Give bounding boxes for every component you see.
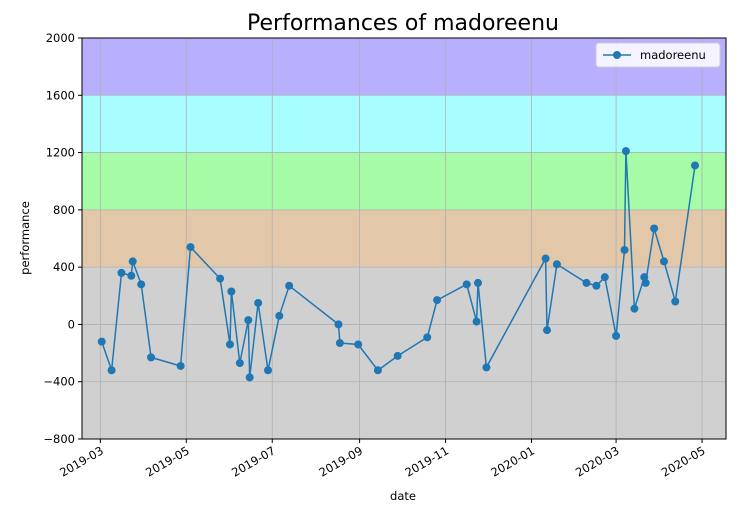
data-point-35 xyxy=(600,273,609,282)
data-point-41 xyxy=(641,278,650,287)
y-tick-label-1: −400 xyxy=(43,375,75,389)
data-point-19 xyxy=(334,320,343,329)
data-point-8 xyxy=(186,243,195,252)
y-axis-label: performance xyxy=(18,201,32,275)
legend-marker-swatch xyxy=(613,51,621,59)
x-tick-label-2: 2019-07 xyxy=(229,443,278,479)
data-point-28 xyxy=(473,278,482,287)
data-point-45 xyxy=(690,161,699,170)
x-tick-label-6: 2020-03 xyxy=(573,443,622,479)
data-point-20 xyxy=(335,339,344,348)
data-point-10 xyxy=(225,340,234,349)
data-point-5 xyxy=(137,280,146,289)
data-point-34 xyxy=(592,281,601,290)
data-point-3 xyxy=(127,271,136,280)
data-point-30 xyxy=(541,254,550,263)
data-point-0 xyxy=(97,337,106,346)
data-point-11 xyxy=(227,287,236,296)
series-line xyxy=(100,150,696,379)
data-point-25 xyxy=(433,296,442,305)
data-point-6 xyxy=(147,353,156,362)
data-point-42 xyxy=(650,224,659,233)
data-point-43 xyxy=(659,257,668,266)
series-line-0 xyxy=(100,150,696,379)
chart-title: Performances of madoreenu xyxy=(247,11,559,36)
legend-box xyxy=(595,42,721,68)
data-point-39 xyxy=(630,304,639,313)
y-tick-label-7: 2000 xyxy=(46,31,75,45)
data-point-36 xyxy=(612,331,621,340)
x-tick-label-4: 2019-11 xyxy=(402,443,451,479)
y-tick-label-0: −800 xyxy=(43,432,75,446)
legend-label: madoreenu xyxy=(640,48,706,62)
data-point-29 xyxy=(482,363,491,372)
x-tick-label-3: 2019-09 xyxy=(316,443,365,479)
data-point-21 xyxy=(354,340,363,349)
x-tick-label-0: 2019-03 xyxy=(57,443,106,479)
x-axis: 2019-03 2019-05 2019-07 2019-09 2019-11 2020-… xyxy=(57,439,708,480)
data-point-4 xyxy=(128,257,137,266)
data-point-26 xyxy=(462,280,471,289)
y-tick-label-2: 0 xyxy=(68,317,75,331)
data-point-27 xyxy=(472,317,481,326)
y-tick-label-4: 800 xyxy=(53,203,75,217)
data-point-37 xyxy=(620,245,629,254)
legend: madoreenu xyxy=(595,42,721,68)
data-point-16 xyxy=(264,366,273,375)
data-point-18 xyxy=(285,281,294,290)
data-point-23 xyxy=(393,351,402,360)
band-2 xyxy=(82,152,726,210)
data-point-32 xyxy=(552,260,561,269)
rating-bands xyxy=(82,38,726,439)
data-point-12 xyxy=(235,359,244,368)
data-point-44 xyxy=(671,297,680,306)
data-point-13 xyxy=(244,316,253,325)
data-point-17 xyxy=(275,311,284,320)
x-tick-label-5: 2020-01 xyxy=(488,443,537,479)
data-point-7 xyxy=(176,361,185,370)
x-axis-label: date xyxy=(390,489,416,503)
data-point-33 xyxy=(582,278,591,287)
y-axis: −800 −400 0 400 800 1200 1600 2000 xyxy=(43,31,82,446)
band-0 xyxy=(82,267,726,439)
y-tick-label-6: 1600 xyxy=(46,88,75,102)
data-point-22 xyxy=(373,366,382,375)
data-point-31 xyxy=(543,326,552,335)
data-point-9 xyxy=(216,274,225,283)
data-point-14 xyxy=(245,373,254,382)
y-tick-label-5: 1200 xyxy=(46,146,75,160)
series-markers xyxy=(97,147,699,382)
data-point-2 xyxy=(117,268,126,277)
data-point-1 xyxy=(107,366,116,375)
band-3 xyxy=(82,95,726,153)
y-tick-label-3: 400 xyxy=(53,260,75,274)
data-point-15 xyxy=(254,298,263,307)
x-tick-label-7: 2020-05 xyxy=(659,443,708,479)
data-point-24 xyxy=(423,333,432,342)
plot-frame xyxy=(81,37,727,440)
data-point-38 xyxy=(621,147,630,156)
x-tick-label-1: 2019-05 xyxy=(143,443,192,479)
